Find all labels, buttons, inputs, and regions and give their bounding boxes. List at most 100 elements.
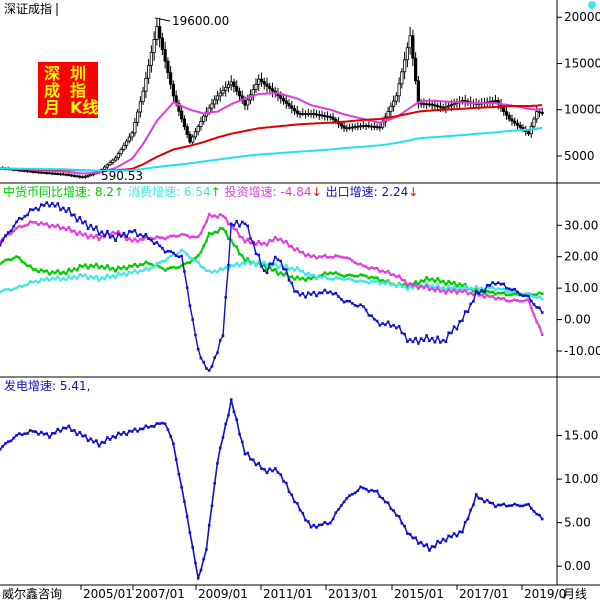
- candle-body: [28, 170, 32, 173]
- data-point: [251, 241, 255, 245]
- candle-body: [166, 60, 170, 74]
- candle-body: [526, 131, 531, 135]
- data-point: [31, 268, 35, 271]
- data-point: [238, 235, 241, 238]
- data-point: [224, 216, 228, 220]
- data-point: [6, 440, 10, 443]
- data-point: [20, 285, 24, 288]
- candle-body: [221, 89, 225, 94]
- data-point: [207, 523, 211, 527]
- data-point: [141, 238, 145, 241]
- data-point: [389, 283, 393, 287]
- data-point: [334, 276, 338, 279]
- data-point: [86, 439, 90, 443]
- data-point: [114, 276, 117, 279]
- data-point: [133, 228, 137, 232]
- data-point: [103, 267, 106, 270]
- data-point: [268, 266, 272, 269]
- data-point: [477, 287, 481, 291]
- candle-body: [515, 122, 520, 126]
- data-point: [400, 285, 404, 289]
- data-point: [527, 298, 530, 302]
- data-point: [81, 274, 84, 278]
- data-point: [370, 266, 373, 269]
- data-point: [210, 271, 214, 274]
- y-tick-label: 10000: [564, 103, 600, 117]
- data-point: [458, 530, 461, 534]
- data-point: [480, 286, 483, 290]
- data-point: [9, 229, 13, 233]
- data-point: [106, 273, 109, 277]
- data-point: [417, 542, 420, 545]
- candle-body: [47, 172, 52, 175]
- data-point: [342, 256, 346, 259]
- data-point: [0, 448, 2, 451]
- data-point: [472, 299, 475, 303]
- candle-body: [325, 115, 330, 118]
- data-point: [491, 290, 495, 294]
- data-point: [450, 290, 453, 294]
- data-point: [155, 235, 159, 239]
- data-point: [535, 512, 539, 516]
- data-point: [0, 290, 2, 294]
- candle-body: [414, 57, 418, 82]
- data-point: [64, 278, 68, 282]
- data-point: [243, 452, 247, 456]
- data-point: [172, 234, 175, 238]
- data-point: [397, 515, 401, 518]
- data-point: [15, 286, 18, 290]
- data-point: [540, 297, 544, 301]
- data-point: [42, 223, 46, 226]
- data-point: [425, 276, 428, 279]
- badge-char: K线: [70, 98, 98, 117]
- data-point: [78, 264, 82, 267]
- high-point-pointer: [154, 17, 171, 22]
- data-point: [370, 314, 373, 317]
- x-tick-label: 2017/01: [459, 587, 509, 600]
- data-point: [331, 256, 335, 259]
- data-point: [400, 521, 404, 525]
- data-point: [37, 208, 40, 212]
- data-point: [1, 239, 5, 242]
- data-point: [447, 534, 450, 538]
- data-point: [397, 324, 401, 328]
- up-arrow-icon: ↑: [114, 185, 124, 199]
- candle-body: [191, 136, 195, 143]
- candle-body: [375, 126, 379, 129]
- data-point: [284, 264, 288, 267]
- candle-body: [314, 113, 319, 116]
- data-point: [37, 270, 40, 274]
- data-point: [163, 269, 167, 272]
- data-point: [9, 288, 13, 292]
- data-point: [227, 263, 230, 267]
- data-point: [516, 503, 519, 507]
- data-point: [273, 467, 277, 470]
- candle-body: [378, 126, 382, 129]
- data-point: [463, 284, 467, 288]
- data-point: [348, 299, 351, 303]
- data-point: [466, 292, 470, 296]
- data-point: [499, 287, 503, 291]
- data-point: [535, 296, 539, 300]
- data-point: [540, 517, 544, 521]
- candle-body: [444, 106, 448, 109]
- data-point: [301, 250, 305, 254]
- data-point: [510, 299, 514, 303]
- data-point: [392, 283, 395, 286]
- data-point: [273, 255, 277, 259]
- data-point: [430, 336, 434, 340]
- data-point: [477, 292, 481, 295]
- data-point: [53, 204, 57, 208]
- candle-body: [155, 26, 159, 40]
- y-axis-ticks-growth: 30.00 20.00 10.00 0.00 -10.00: [557, 218, 600, 358]
- data-point: [532, 295, 536, 299]
- data-point: [386, 279, 390, 282]
- data-point: [389, 507, 393, 511]
- data-point: [312, 275, 316, 278]
- data-point: [524, 503, 528, 507]
- data-point: [150, 238, 153, 242]
- data-point: [535, 293, 539, 296]
- y-tick-label: 15.00: [564, 429, 598, 443]
- data-point: [268, 238, 272, 242]
- data-point: [392, 273, 395, 276]
